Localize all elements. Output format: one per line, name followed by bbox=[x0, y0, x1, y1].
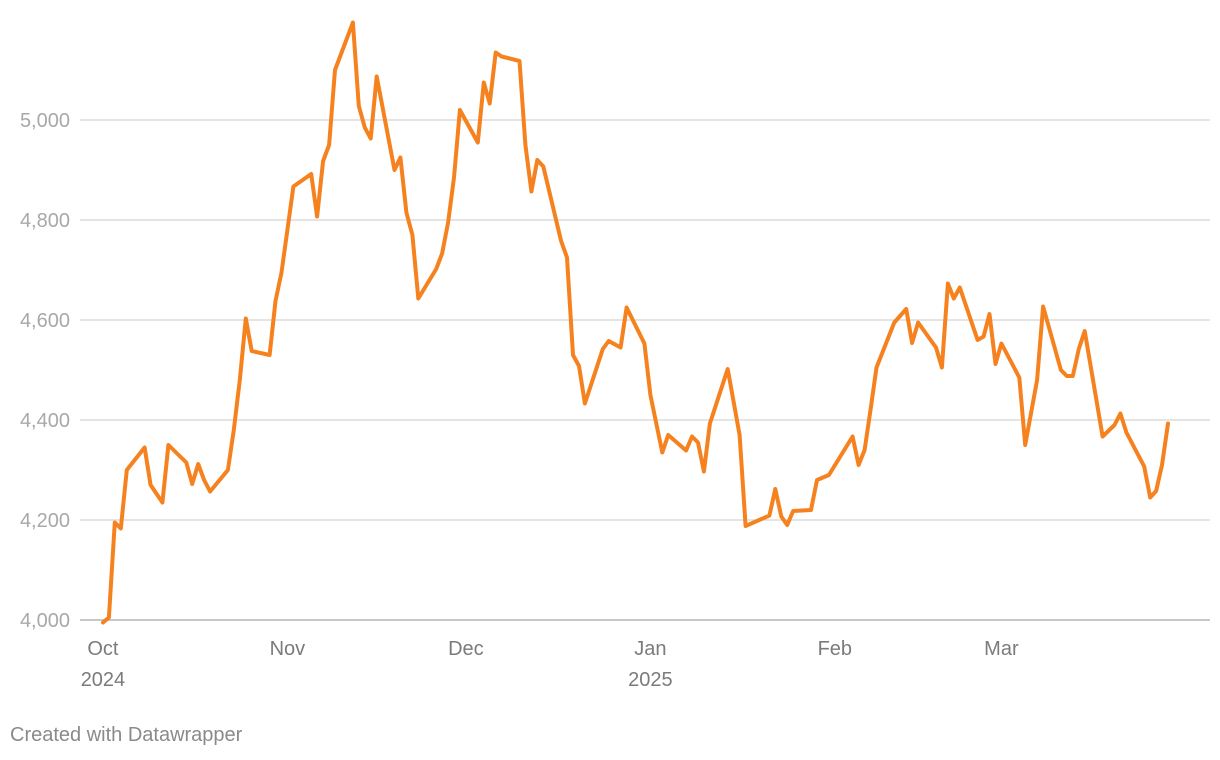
y-tick-label: 4,600 bbox=[20, 310, 70, 332]
y-axis-tick-labels: 4,000 4,200 4,400 4,600 4,800 5,000 bbox=[20, 110, 70, 632]
x-tick-label: Mar bbox=[984, 638, 1019, 660]
x-axis-tick-labels: Oct 2024 Nov Dec Jan 2025 Feb Mar bbox=[81, 638, 1019, 691]
series-layer bbox=[101, 20, 1170, 625]
x-tick-label: Nov bbox=[270, 638, 306, 660]
y-tick-label: 4,400 bbox=[20, 410, 70, 432]
y-tick-label: 5,000 bbox=[20, 110, 70, 132]
x-tick-label: Jan bbox=[634, 638, 666, 660]
x-tick-label: Feb bbox=[818, 638, 852, 660]
line-chart: 4,000 4,200 4,400 4,600 4,800 5,000 Oct 2024 No… bbox=[20, 20, 1210, 691]
y-tick-label: 4,200 bbox=[20, 510, 70, 532]
y-tick-label: 4,000 bbox=[20, 610, 70, 632]
x-tick-label: Dec bbox=[448, 638, 484, 660]
x-tick-year-label: 2024 bbox=[81, 669, 126, 691]
footer-credit: Created with Datawrapper bbox=[10, 724, 243, 746]
y-tick-label: 4,800 bbox=[20, 210, 70, 232]
x-tick-label: Oct bbox=[87, 638, 119, 660]
x-tick-year-label: 2025 bbox=[628, 669, 673, 691]
gridlines bbox=[80, 119, 1210, 621]
series-line bbox=[101, 20, 1170, 625]
